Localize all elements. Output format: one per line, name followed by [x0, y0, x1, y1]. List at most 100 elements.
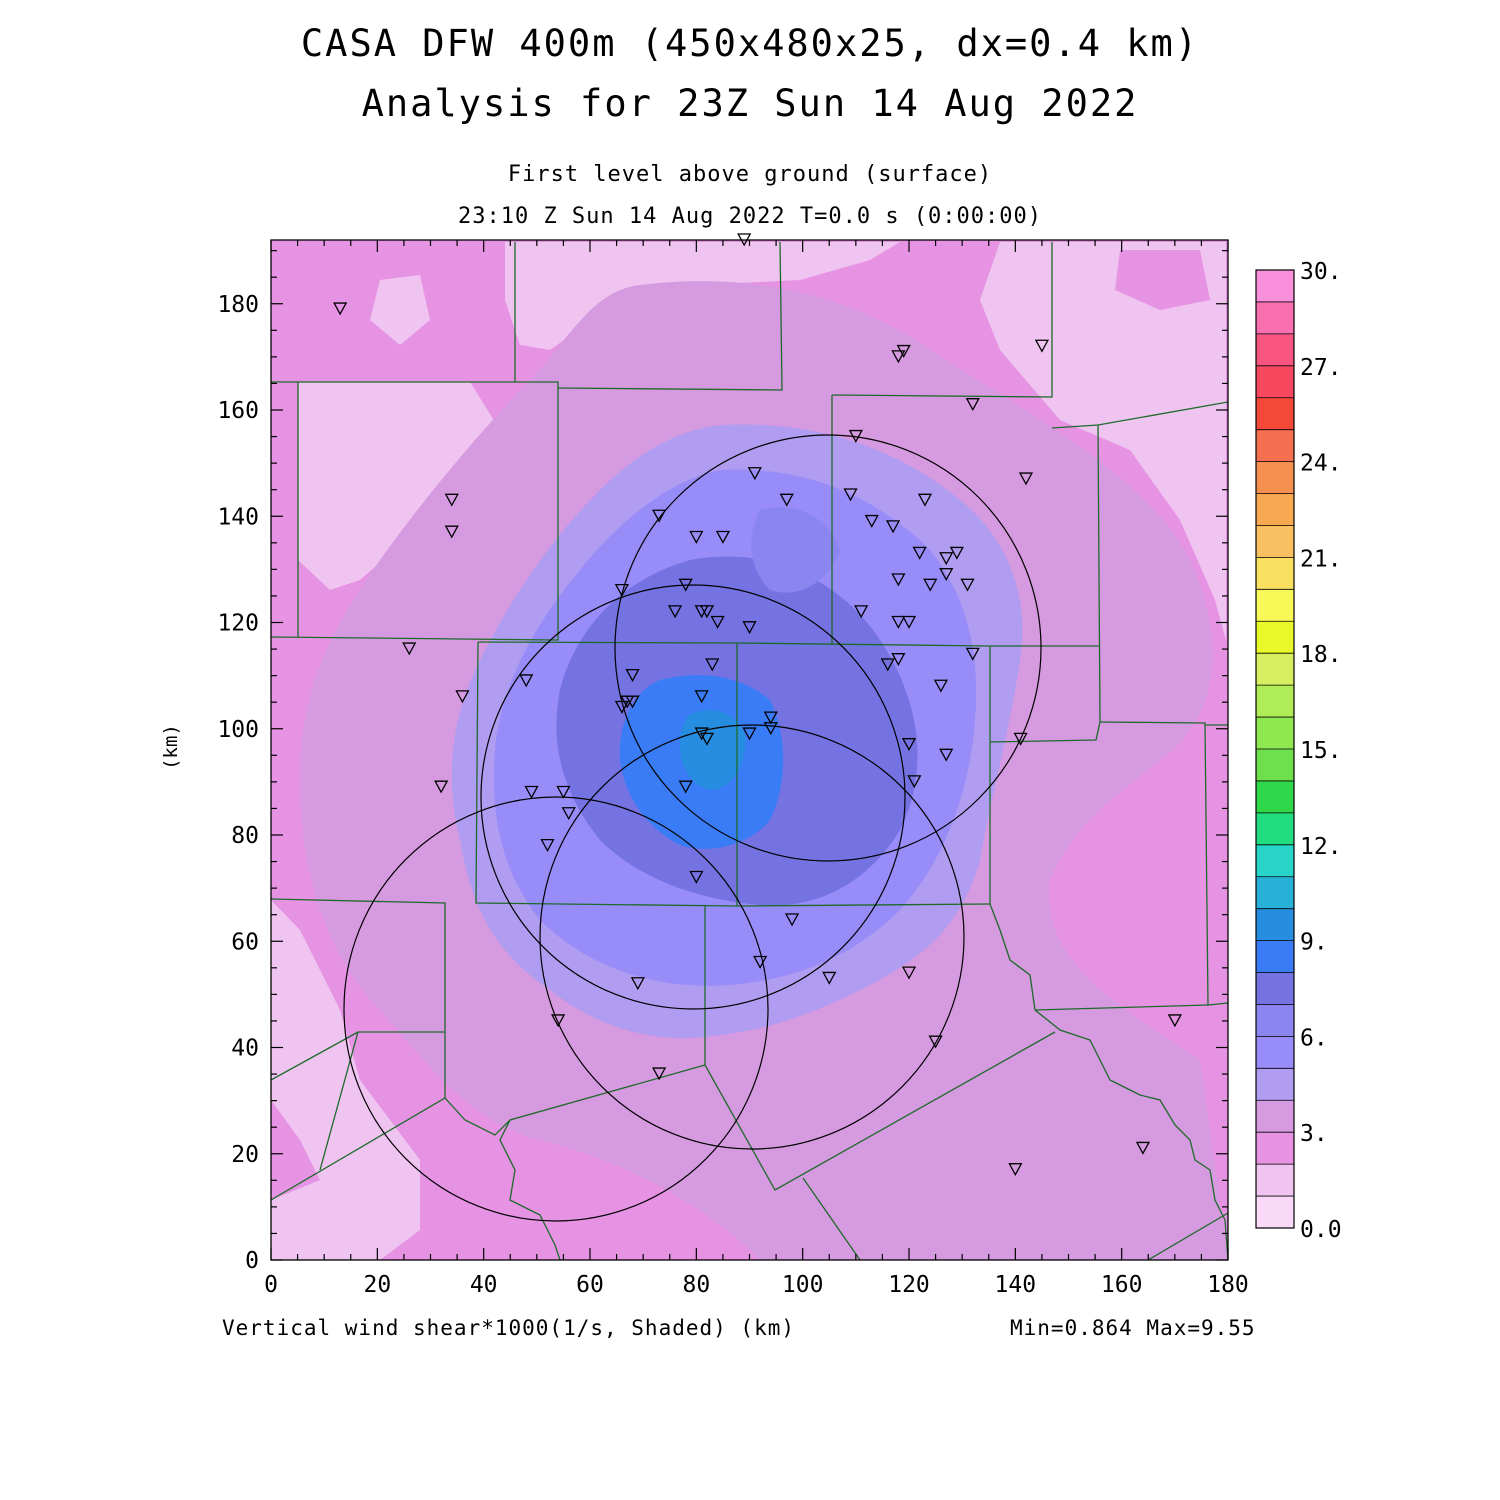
field-label: Vertical wind shear*1000(1/s, Shaded) (k…	[222, 1316, 796, 1340]
y-axis-title: (km)	[159, 724, 182, 770]
colorbar-label: 9.	[1300, 930, 1328, 956]
station-triangle	[678, 578, 693, 592]
level-label: First level above ground (surface)	[507, 162, 993, 187]
station-triangle	[763, 722, 778, 736]
station-triangle	[715, 530, 731, 544]
county-line	[271, 1031, 359, 1081]
station-triangle	[891, 573, 906, 587]
station-triangle	[1013, 732, 1028, 746]
station-triangle	[455, 690, 470, 704]
station-triangle	[965, 647, 980, 661]
shade-level-6b	[751, 507, 840, 593]
colorbar-label: 12.	[1300, 834, 1342, 860]
station-triangle	[848, 429, 863, 443]
station-triangle	[689, 870, 704, 884]
station-triangle	[742, 621, 757, 635]
station-triangle	[689, 530, 704, 544]
x-axis-labels: 0 20 40 60 80 100 120 140 160 180	[264, 1272, 1249, 1298]
colorbar-swatch	[1256, 812, 1294, 846]
colorbar-frame	[1255, 269, 1295, 1229]
radar-ring	[343, 796, 769, 1222]
county-line	[1147, 1212, 1228, 1260]
x-tick-label: 0	[264, 1272, 278, 1298]
colorbar-swatch	[1256, 844, 1294, 878]
station-triangle	[939, 568, 954, 582]
colorbar-label: 18.	[1300, 642, 1342, 668]
station-triangle	[864, 514, 879, 528]
station-triangle	[699, 605, 715, 619]
station-triangle	[333, 302, 348, 316]
shade-patch-top-left	[370, 275, 430, 345]
colorbar-swatch	[1256, 461, 1294, 495]
county-line	[989, 903, 1228, 1260]
station-triangle	[885, 520, 901, 534]
x-tick-label: 60	[576, 1272, 604, 1298]
colorbar-swatch	[1256, 717, 1294, 750]
station-triangle	[434, 780, 449, 794]
county-line	[271, 381, 559, 641]
radar-ring	[539, 724, 965, 1150]
station-triangle	[556, 785, 571, 799]
colorbar-label: 27.	[1300, 355, 1342, 381]
colorbar-swatch	[1256, 493, 1294, 526]
station-triangle	[694, 690, 709, 704]
station-triangle	[949, 546, 964, 560]
colorbar-swatch	[1256, 621, 1294, 654]
station-triangle	[939, 748, 954, 762]
station-triangle	[779, 493, 794, 507]
station-markers	[333, 233, 1182, 1177]
station-triangle	[891, 653, 906, 667]
colorbar-label: 24.	[1300, 451, 1342, 477]
station-triangle	[891, 615, 906, 629]
station-triangle	[901, 738, 917, 752]
station-triangle	[960, 578, 975, 592]
title-line-2: Analysis for 23Z Sun 14 Aug 2022	[361, 82, 1139, 125]
station-triangle	[822, 971, 837, 985]
colorbar-label: 0.0	[1300, 1217, 1342, 1243]
colorbar-label: 21.	[1300, 546, 1342, 572]
county-line	[989, 424, 1101, 743]
station-triangle	[742, 727, 757, 741]
county-line	[1099, 721, 1228, 1006]
y-tick-label: 20	[231, 1142, 259, 1168]
station-triangle	[444, 525, 459, 539]
y-tick-label: 160	[217, 398, 259, 424]
y-tick-label: 140	[217, 504, 259, 530]
station-triangle	[652, 509, 667, 523]
colorbar-swatch	[1256, 525, 1294, 558]
colorbar	[1255, 269, 1295, 1229]
station-triangle	[901, 615, 917, 629]
station-triangle	[843, 488, 858, 502]
station-triangle	[763, 711, 778, 725]
county-boundaries	[271, 241, 1228, 1260]
station-triangle	[891, 350, 906, 364]
station-triangle	[625, 668, 640, 682]
station-triangle	[614, 700, 629, 714]
station-triangle	[625, 695, 640, 709]
title-line-1: CASA DFW 400m (450x480x25, dx=0.4 km)	[300, 22, 1200, 65]
colorbar-swatch	[1256, 1100, 1294, 1133]
station-triangle	[710, 615, 725, 629]
x-tick-label: 180	[1207, 1272, 1249, 1298]
colorbar-swatch	[1256, 270, 1294, 303]
x-axis-ticks	[270, 240, 1229, 1260]
county-line	[499, 1119, 561, 1260]
valid-time-label: 23:10 Z Sun 14 Aug 2022 T=0.0 s (0:00:00…	[457, 204, 1043, 229]
colorbar-swatch	[1256, 557, 1294, 590]
station-triangle	[402, 642, 417, 656]
station-triangle	[907, 775, 922, 789]
shade-patch-nw	[298, 382, 500, 590]
station-triangle	[933, 679, 948, 693]
station-triangle	[901, 966, 917, 980]
colorbar-swatch	[1256, 972, 1294, 1005]
colorbar-swatch	[1256, 1036, 1294, 1069]
y-tick-label: 120	[217, 611, 259, 637]
colorbar-swatch	[1256, 685, 1294, 718]
station-triangle	[880, 658, 895, 672]
station-triangle	[784, 913, 800, 927]
county-line	[704, 1031, 1056, 1191]
county-line	[1034, 1004, 1209, 1011]
colorbar-swatch	[1256, 1164, 1294, 1197]
station-triangle	[747, 467, 762, 481]
